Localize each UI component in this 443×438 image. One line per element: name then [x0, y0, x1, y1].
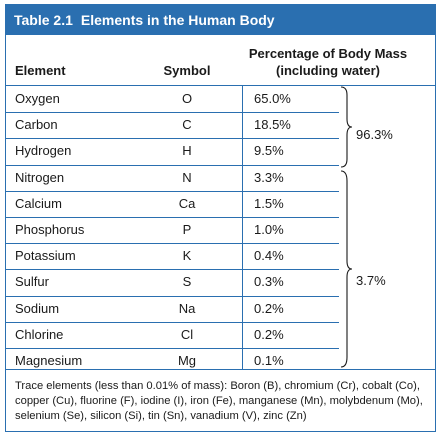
group-bracket-major [340, 86, 353, 168]
header-percentage-line1: Percentage of Body Mass [248, 46, 408, 61]
cell-element: Sulfur [15, 274, 49, 290]
cell-symbol: N [182, 169, 192, 185]
cell-symbol: Ca [178, 195, 196, 211]
cell-symbol: S [182, 274, 192, 290]
row-divider [6, 217, 339, 218]
cell-element: Calcium [15, 195, 62, 211]
group-bracket-minor [340, 170, 353, 368]
cell-symbol: C [182, 117, 192, 133]
table-row: Sulfur S 0.3% [6, 269, 435, 295]
header-element: Element [15, 63, 66, 78]
cell-element: Oxygen [15, 91, 60, 106]
table-row: Magnesium Mg 0.1% [6, 348, 435, 374]
cell-element: Potassium [15, 248, 76, 264]
cell-symbol: H [182, 143, 192, 159]
cell-element: Phosphorus [15, 222, 85, 237]
table-row: Oxygen O 65.0% [6, 86, 435, 112]
table-row: Nitrogen N 3.3% [6, 165, 435, 191]
cell-percentage: 0.3% [254, 274, 284, 290]
table-row: Phosphorus P 1.0% [6, 217, 435, 243]
header-symbol: Symbol [163, 63, 211, 78]
cell-element: Carbon [15, 117, 58, 133]
footnote-divider [6, 369, 435, 370]
cell-element: Sodium [15, 300, 60, 316]
cell-symbol: O [181, 91, 193, 106]
cell-percentage: 0.4% [254, 248, 284, 264]
header-percentage: Percentage of Body Mass (including water… [244, 45, 412, 79]
cell-element: Nitrogen [15, 169, 65, 185]
cell-element: Magnesium [15, 353, 83, 368]
cell-percentage: 1.0% [254, 222, 284, 237]
row-divider [6, 295, 339, 297]
trace-elements-footnote: Trace elements (less than 0.01% of mass)… [15, 380, 423, 422]
cell-symbol: Mg [177, 353, 197, 368]
cell-element: Chlorine [15, 326, 64, 342]
row-divider [6, 190, 339, 192]
row-divider [6, 348, 339, 349]
group-label-major: 96.3% [356, 127, 393, 142]
cell-symbol: P [182, 222, 192, 237]
cell-percentage: 0.2% [254, 300, 284, 316]
table-row: Calcium Ca 1.5% [6, 191, 435, 217]
cell-percentage: 0.2% [254, 326, 284, 342]
cell-symbol: Cl [180, 326, 194, 342]
cell-percentage: 1.5% [254, 195, 284, 211]
table-title: Elements in the Human Body [80, 12, 275, 28]
cell-percentage: 9.5% [254, 143, 284, 159]
cell-percentage: 3.3% [254, 169, 284, 185]
cell-element: Hydrogen [15, 143, 72, 159]
row-divider [6, 269, 339, 271]
cell-percentage: 0.1% [254, 353, 284, 368]
row-divider [6, 112, 339, 114]
table-row: Carbon C 18.5% [6, 112, 435, 138]
cell-percentage: 65.0% [254, 91, 291, 106]
header-percentage-line2: (including water) [276, 63, 380, 78]
table-row: Hydrogen H 9.5% [6, 138, 435, 164]
table-row: Sodium Na 0.2% [6, 296, 435, 322]
row-divider [6, 138, 339, 140]
table-number: Table 2.1 [14, 12, 73, 28]
row-divider [6, 243, 339, 245]
cell-symbol: Na [178, 300, 196, 316]
column-divider-symbol [242, 85, 243, 369]
cell-percentage: 18.5% [254, 117, 291, 133]
row-divider [6, 164, 339, 166]
row-divider [6, 321, 339, 323]
cell-symbol: K [182, 248, 192, 264]
group-label-minor: 3.7% [356, 273, 386, 288]
table-row: Potassium K 0.4% [6, 243, 435, 269]
header-divider [6, 85, 435, 86]
table-title-bar: Table 2.1 Elements in the Human Body [6, 5, 435, 35]
elements-table: Table 2.1 Elements in the Human Body Elem… [5, 4, 436, 432]
table-row: Chlorine Cl 0.2% [6, 322, 435, 348]
